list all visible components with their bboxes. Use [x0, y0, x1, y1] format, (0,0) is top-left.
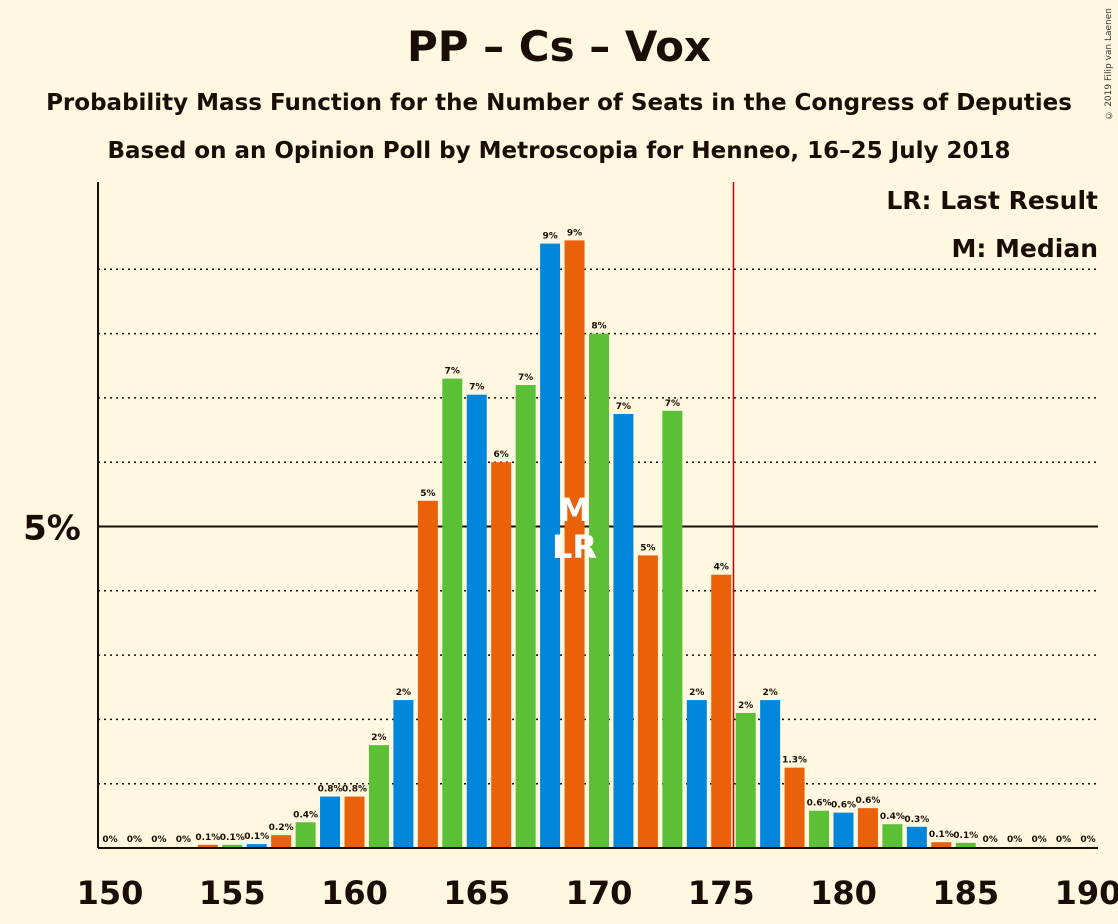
- data-label: 0.6%: [807, 799, 832, 809]
- data-label: 1.3%: [782, 756, 807, 766]
- bar: [662, 410, 683, 848]
- data-label: 9%: [542, 232, 557, 242]
- data-label: 0.8%: [342, 785, 367, 795]
- x-tick-label: 190: [1055, 874, 1118, 912]
- y-tick-label: 5%: [23, 509, 81, 549]
- data-label: 7%: [616, 402, 631, 412]
- legend-median: M: Median: [951, 234, 1098, 263]
- bar: [809, 810, 830, 848]
- legend-last-result: LR: Last Result: [886, 186, 1098, 215]
- data-label: 0%: [1031, 835, 1046, 845]
- bar: [442, 378, 463, 848]
- bar: [197, 844, 218, 848]
- data-label: 0.1%: [244, 832, 269, 842]
- bar: [686, 700, 707, 848]
- data-label: 7%: [665, 399, 680, 409]
- bar: [906, 826, 927, 848]
- x-tick-label: 155: [199, 874, 266, 912]
- data-label: 0.4%: [880, 812, 905, 822]
- data-label: 0.1%: [929, 830, 954, 840]
- x-tick-label: 180: [810, 874, 877, 912]
- data-label: 2%: [396, 688, 411, 698]
- x-tick-label: 150: [77, 874, 144, 912]
- bar: [833, 812, 854, 848]
- last-result-marker: LR: [552, 528, 597, 566]
- data-label: 0%: [983, 835, 998, 845]
- data-label: 7%: [445, 367, 460, 377]
- x-tick-label: 165: [443, 874, 510, 912]
- bar: [271, 835, 292, 848]
- data-label: 0%: [1080, 835, 1095, 845]
- data-label: 0%: [176, 835, 191, 845]
- data-label: 0.4%: [293, 810, 318, 820]
- chart-subtitle: Probability Mass Function for the Number…: [46, 90, 1072, 116]
- data-label: 7%: [469, 383, 484, 393]
- x-tick-label: 185: [932, 874, 999, 912]
- data-label: 5%: [640, 543, 655, 553]
- bar: [393, 700, 414, 848]
- bar: [564, 240, 585, 849]
- bar: [515, 385, 536, 848]
- data-label: 8%: [591, 322, 606, 332]
- data-label: 0%: [1056, 835, 1071, 845]
- data-label: 0%: [102, 835, 117, 845]
- bar: [368, 745, 389, 848]
- bar: [857, 808, 878, 848]
- data-label: 0.8%: [318, 785, 343, 795]
- bar: [540, 243, 561, 848]
- data-label: 0.1%: [195, 833, 220, 843]
- bar: [589, 333, 609, 849]
- bar: [784, 767, 805, 848]
- bar: [637, 555, 658, 848]
- chart-subtitle-2: Based on an Opinion Poll by Metroscopia …: [107, 138, 1011, 164]
- data-label: 6%: [494, 450, 509, 460]
- bar: [246, 844, 267, 848]
- x-tick-label: 160: [321, 874, 388, 912]
- data-label: 4%: [714, 563, 729, 573]
- data-label: 0.1%: [953, 831, 978, 841]
- data-label: 0%: [127, 835, 142, 845]
- data-label: 0.1%: [220, 833, 245, 843]
- chart-title: PP – Cs – Vox: [406, 22, 712, 71]
- data-label: 2%: [763, 688, 778, 698]
- bar: [417, 500, 438, 848]
- data-label: 0%: [151, 835, 166, 845]
- data-label: 2%: [371, 733, 386, 743]
- data-label: 0%: [1007, 835, 1022, 845]
- bar: [320, 796, 341, 848]
- data-label: 9%: [567, 228, 582, 238]
- bar: [295, 822, 316, 848]
- data-label: 2%: [738, 701, 753, 711]
- bar: [711, 574, 732, 848]
- x-tick-label: 170: [566, 874, 633, 912]
- bar: [491, 462, 512, 848]
- median-marker: M: [559, 491, 591, 529]
- bar: [466, 394, 487, 848]
- bar: [882, 824, 903, 848]
- data-label: 7%: [518, 373, 533, 383]
- bar: [760, 700, 781, 848]
- data-label: 0.3%: [904, 815, 929, 825]
- bar: [955, 842, 976, 848]
- x-tick-label: 175: [688, 874, 755, 912]
- data-label: 0.6%: [831, 801, 856, 811]
- data-label: 5%: [420, 489, 435, 499]
- data-label: 2%: [689, 688, 704, 698]
- bar: [735, 712, 756, 848]
- data-label: 0.6%: [855, 796, 880, 806]
- bar: [222, 844, 243, 848]
- bar: [613, 413, 634, 848]
- data-label: 0.2%: [269, 823, 294, 833]
- bar: [344, 796, 365, 848]
- bar: [931, 842, 952, 848]
